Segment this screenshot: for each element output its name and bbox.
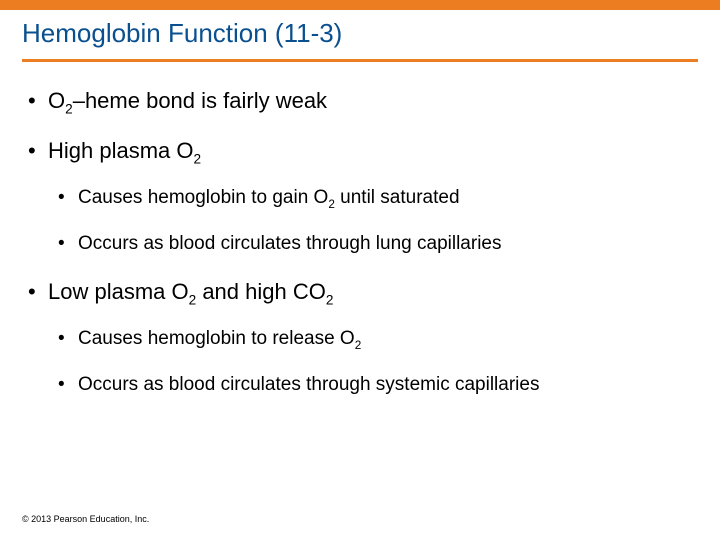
bullet-level2: Occurs as blood circulates through syste…	[48, 372, 698, 398]
bullet-level2: Occurs as blood circulates through lung …	[48, 231, 698, 257]
bullet-list-level2: Causes hemoglobin to release O2 Occurs as…	[48, 326, 698, 397]
bullet-level1: O2–heme bond is fairly weak	[22, 86, 698, 116]
bullet-list-level1: O2–heme bond is fairly weak High plasma O…	[22, 86, 698, 398]
bullet-level2: Causes hemoglobin to gain O2 until satur…	[48, 185, 698, 211]
bullet-level1: High plasma O2Causes hemoglobin to gain …	[22, 136, 698, 257]
bullet-list-level2: Causes hemoglobin to gain O2 until satur…	[48, 185, 698, 256]
bullet-level1: Low plasma O2 and high CO2Causes hemoglo…	[22, 277, 698, 398]
bullet-level2: Causes hemoglobin to release O2	[48, 326, 698, 352]
accent-top-bar	[0, 0, 720, 10]
copyright-text: © 2013 Pearson Education, Inc.	[22, 514, 149, 524]
slide-content: O2–heme bond is fairly weak High plasma O…	[0, 62, 720, 398]
slide-title: Hemoglobin Function (11-3)	[0, 10, 720, 59]
